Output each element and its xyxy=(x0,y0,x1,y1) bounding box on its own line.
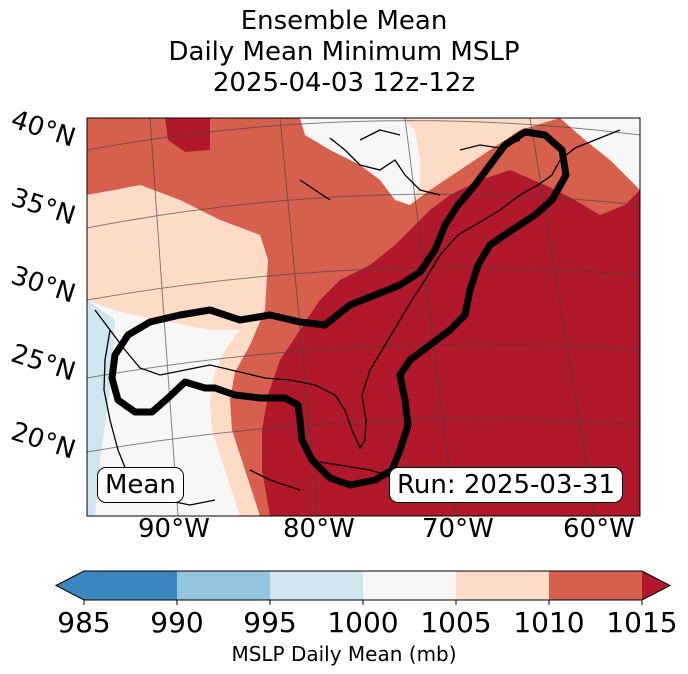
colorbar-swatch xyxy=(84,571,178,600)
colorbar-tick-label: 1000 xyxy=(327,606,399,639)
pressure-field-1000-ne xyxy=(560,118,640,190)
mean-contour xyxy=(108,128,570,489)
title-line-3: 2025-04-03 12z-12z xyxy=(212,68,476,98)
colorbar-swatch xyxy=(177,571,271,600)
pressure-field-1000 xyxy=(87,300,240,516)
colorbar-tick-label: 985 xyxy=(57,606,111,639)
lon-label-70: 70°W xyxy=(422,514,494,544)
lon-label-90: 90°W xyxy=(138,514,210,544)
mean-label-box: Mean xyxy=(97,467,184,503)
title-line-2: Daily Mean Minimum MSLP xyxy=(168,37,520,67)
map-title: Ensemble Mean Daily Mean Minimum MSLP 20… xyxy=(0,6,688,99)
map-frame xyxy=(86,117,641,517)
colorbar-swatch xyxy=(270,571,364,600)
lon-label-60: 60°W xyxy=(563,514,635,544)
colorbar-extend-low xyxy=(56,571,84,600)
lon-label-80: 80°W xyxy=(283,514,355,544)
pressure-field-1000-north xyxy=(300,118,420,205)
title-line-1: Ensemble Mean xyxy=(240,6,448,36)
run-label-box: Run: 2025-03-31 xyxy=(389,467,623,503)
colorbar-tick-label: 990 xyxy=(150,606,204,639)
colorbar-tick-label: 1010 xyxy=(513,606,585,639)
colorbar-tick-label: 1015 xyxy=(606,606,678,639)
pressure-field-995 xyxy=(87,300,115,516)
graticule xyxy=(87,118,640,516)
pressure-field-1015 xyxy=(262,170,640,516)
colorbar-extend-high xyxy=(642,571,670,600)
colorbar-swatch xyxy=(363,571,457,600)
colorbar-tick-label: 1005 xyxy=(420,606,492,639)
colorbar-tick-label: 995 xyxy=(243,606,297,639)
colorbar-swatch xyxy=(549,571,643,600)
colorbar-label: MSLP Daily Mean (mb) xyxy=(231,642,457,666)
colorbar-swatch xyxy=(456,571,550,600)
